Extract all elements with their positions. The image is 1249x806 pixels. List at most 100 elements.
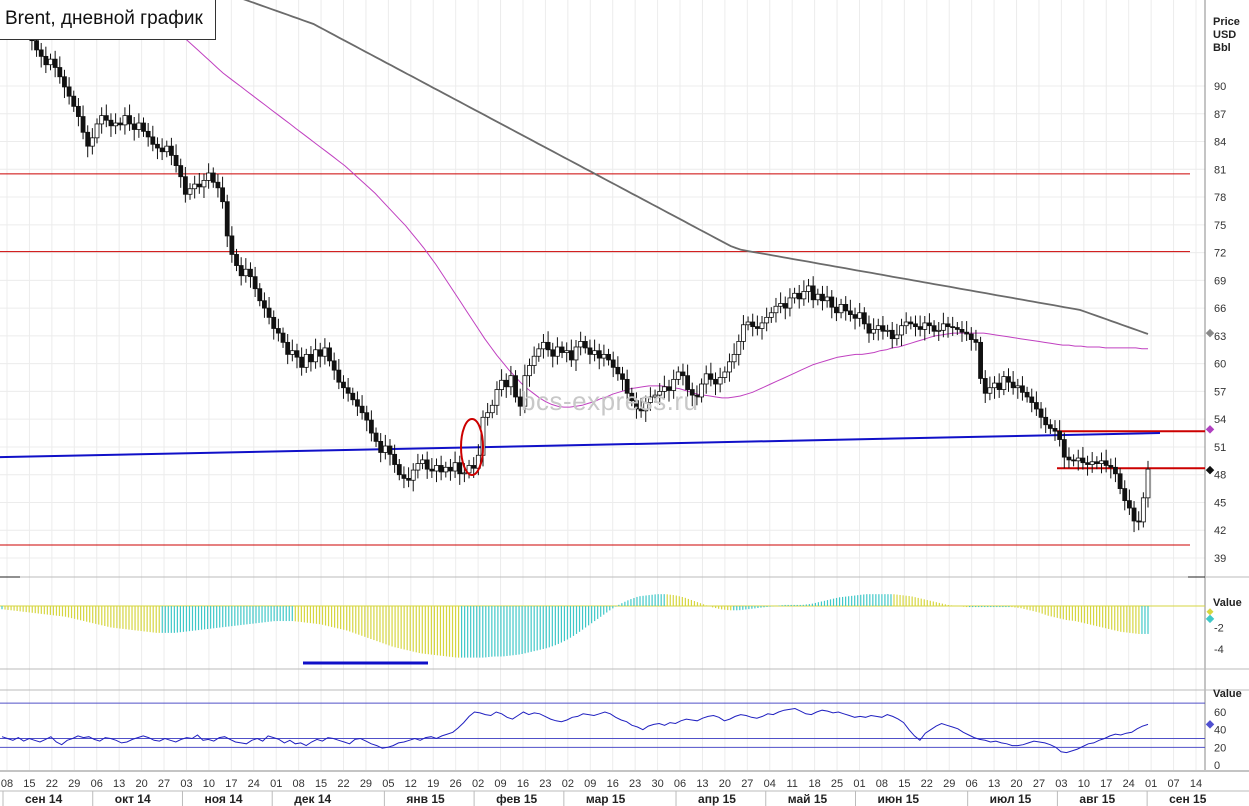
candle-body xyxy=(689,389,695,396)
candle-body xyxy=(252,276,258,290)
candle-body xyxy=(843,304,849,312)
candle-body xyxy=(341,381,346,389)
candle-body xyxy=(917,326,923,330)
date-tick-label: 20 xyxy=(135,778,147,790)
candle-body xyxy=(945,323,951,328)
candle-body xyxy=(671,378,677,391)
candle-body xyxy=(778,303,784,307)
price-marker-sma50 xyxy=(1205,425,1215,434)
date-tick-label: 29 xyxy=(360,778,372,790)
candle-body xyxy=(117,122,123,126)
candle-body xyxy=(457,462,463,475)
oscillator-tick-label: -4 xyxy=(1214,644,1224,656)
candle-body xyxy=(131,123,137,130)
candle-body xyxy=(471,465,477,469)
price-axis-label-line3: Bbl xyxy=(1213,42,1231,54)
candle-body xyxy=(661,386,667,392)
candle-body xyxy=(936,329,942,332)
rsi-tick-label: 40 xyxy=(1214,725,1226,737)
candle-body xyxy=(275,328,281,334)
candle-body xyxy=(1140,497,1146,523)
candle-body xyxy=(489,404,495,414)
candle-body xyxy=(1089,461,1095,465)
candle-body xyxy=(736,341,742,355)
date-tick-label: 03 xyxy=(180,778,192,790)
candle-body xyxy=(880,325,886,332)
price-tick-label: 57 xyxy=(1214,386,1226,398)
candle-body xyxy=(899,325,904,336)
candle-body xyxy=(889,329,895,340)
candle-body xyxy=(815,293,821,301)
price-tick-label: 84 xyxy=(1214,137,1226,149)
candle-body xyxy=(954,327,960,330)
candle-body xyxy=(545,341,551,351)
candle-body xyxy=(94,123,100,139)
trendline xyxy=(0,432,1161,459)
candle-body xyxy=(1080,457,1086,464)
candle-body xyxy=(750,321,756,328)
candle-body xyxy=(950,326,956,329)
price-tick-label: 90 xyxy=(1214,81,1226,93)
sma200-line xyxy=(243,0,1149,335)
candle-body xyxy=(610,359,616,368)
candle-body xyxy=(243,268,249,277)
candle-body xyxy=(382,445,388,453)
candle-body xyxy=(1131,507,1137,522)
candle-body xyxy=(550,349,556,357)
candle-body xyxy=(406,478,411,481)
rsi-tick-label: 0 xyxy=(1214,760,1220,772)
rsi-tick-label: 20 xyxy=(1214,742,1226,754)
price-marker-last xyxy=(1205,465,1215,475)
candle-body xyxy=(722,371,728,378)
date-tick-label: 30 xyxy=(651,778,663,790)
candle-body xyxy=(1029,396,1035,403)
date-tick-label: 08 xyxy=(293,778,305,790)
candle-body xyxy=(968,333,974,340)
candle-body xyxy=(517,396,523,407)
candle-body xyxy=(401,474,407,479)
candle-body xyxy=(927,322,932,327)
candle-body xyxy=(792,292,797,299)
candle-body xyxy=(959,329,965,333)
candle-body xyxy=(229,235,235,255)
date-tick-label: 22 xyxy=(337,778,349,790)
candle-body xyxy=(587,347,593,355)
candle-body xyxy=(169,145,174,156)
date-tick-label: 15 xyxy=(898,778,910,790)
candle-body xyxy=(48,58,53,66)
candle-body xyxy=(364,412,370,421)
date-tick-label: 02 xyxy=(562,778,574,790)
candle-body xyxy=(1033,402,1039,410)
candle-body xyxy=(164,145,170,153)
chart-title: Brent, дневной график xyxy=(0,0,216,40)
date-tick-label: 20 xyxy=(1010,778,1022,790)
candle-body xyxy=(485,412,491,418)
candle-body xyxy=(824,296,830,302)
candle-body xyxy=(582,341,588,349)
candle-body xyxy=(852,314,858,319)
date-tick-label: 01 xyxy=(270,778,282,790)
candle-body xyxy=(987,387,993,394)
candle-body xyxy=(322,347,328,357)
candle-body xyxy=(392,453,398,465)
candle-body xyxy=(615,366,621,375)
price-tick-label: 45 xyxy=(1214,497,1226,509)
price-tick-label: 69 xyxy=(1214,275,1226,287)
price-tick-label: 60 xyxy=(1214,359,1226,371)
price-marker-sma200 xyxy=(1205,328,1215,338)
candle-body xyxy=(1038,408,1044,418)
date-tick-label: 22 xyxy=(921,778,933,790)
candle-body xyxy=(606,353,611,361)
candle-body xyxy=(554,346,560,357)
candles xyxy=(3,0,1151,533)
candle-body xyxy=(62,76,67,88)
candle-body xyxy=(294,350,300,358)
candle-body xyxy=(1047,424,1053,429)
price-tick-label: 42 xyxy=(1214,525,1226,537)
candle-body xyxy=(452,462,458,472)
date-tick-label: 15 xyxy=(315,778,327,790)
date-tick-label: 08 xyxy=(876,778,888,790)
candle-body xyxy=(536,348,542,357)
candle-body xyxy=(829,296,835,308)
candle-body xyxy=(150,136,156,145)
